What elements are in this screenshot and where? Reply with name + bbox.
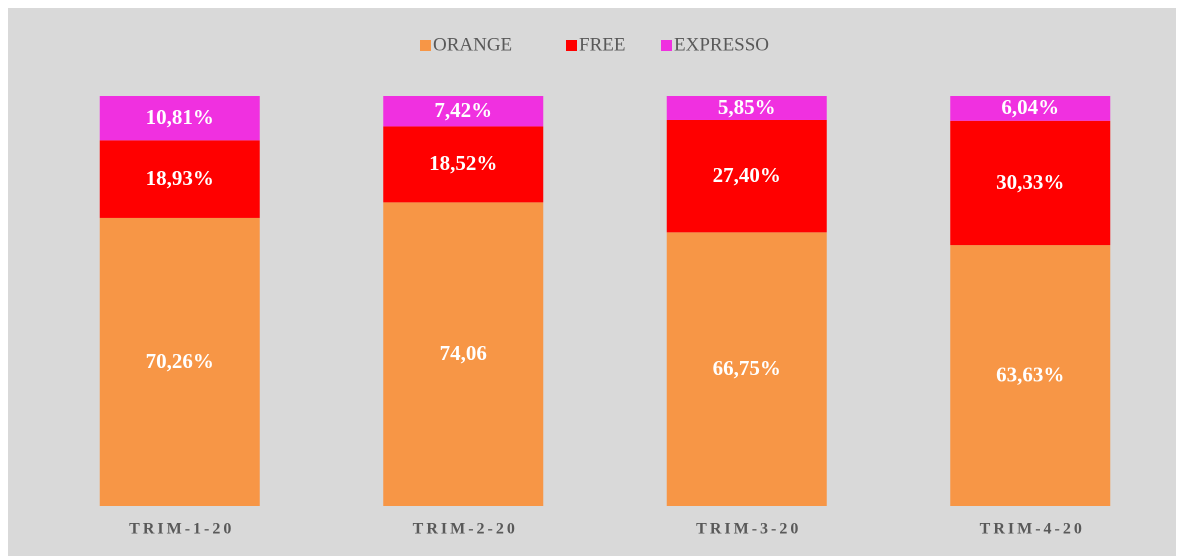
data-label: 30,33% bbox=[996, 170, 1064, 194]
bar-segment bbox=[950, 245, 1111, 506]
data-label: 10,81% bbox=[146, 105, 214, 129]
legend-label: FREE bbox=[579, 34, 625, 55]
bar-segment bbox=[950, 120, 1111, 246]
data-label: 5,85% bbox=[718, 95, 776, 119]
bar-segment bbox=[383, 126, 544, 203]
data-label: 66,75% bbox=[713, 356, 781, 380]
x-tick-label: TRIM-4-20 bbox=[980, 521, 1085, 538]
data-label: 18,52% bbox=[429, 151, 497, 175]
data-label: 18,93% bbox=[146, 166, 214, 190]
bar-segment bbox=[666, 119, 827, 233]
legend-label: EXPRESSO bbox=[674, 34, 769, 55]
legend-label: ORANGE bbox=[433, 34, 512, 55]
data-label: 63,63% bbox=[996, 362, 1064, 386]
data-label: 74,06 bbox=[440, 341, 487, 365]
x-tick-label: TRIM-2-20 bbox=[413, 521, 518, 538]
data-label: 7,42% bbox=[434, 98, 492, 122]
x-tick-label: TRIM-1-20 bbox=[129, 521, 234, 538]
data-label: 27,40% bbox=[713, 163, 781, 187]
legend-swatch bbox=[566, 40, 577, 51]
bar-segment bbox=[383, 96, 544, 127]
bar-segment bbox=[383, 202, 544, 506]
bar-segment bbox=[99, 140, 260, 218]
bar-segment bbox=[666, 232, 827, 506]
legend-swatch bbox=[661, 40, 672, 51]
bar-segment bbox=[950, 96, 1111, 121]
bar-segment bbox=[99, 96, 260, 141]
legend-swatch bbox=[420, 40, 431, 51]
bar-segment bbox=[666, 96, 827, 120]
x-tick-label: TRIM-3-20 bbox=[696, 521, 801, 538]
data-label: 70,26% bbox=[146, 349, 214, 373]
bar-segment bbox=[99, 217, 260, 506]
data-label: 6,04% bbox=[1001, 95, 1059, 119]
